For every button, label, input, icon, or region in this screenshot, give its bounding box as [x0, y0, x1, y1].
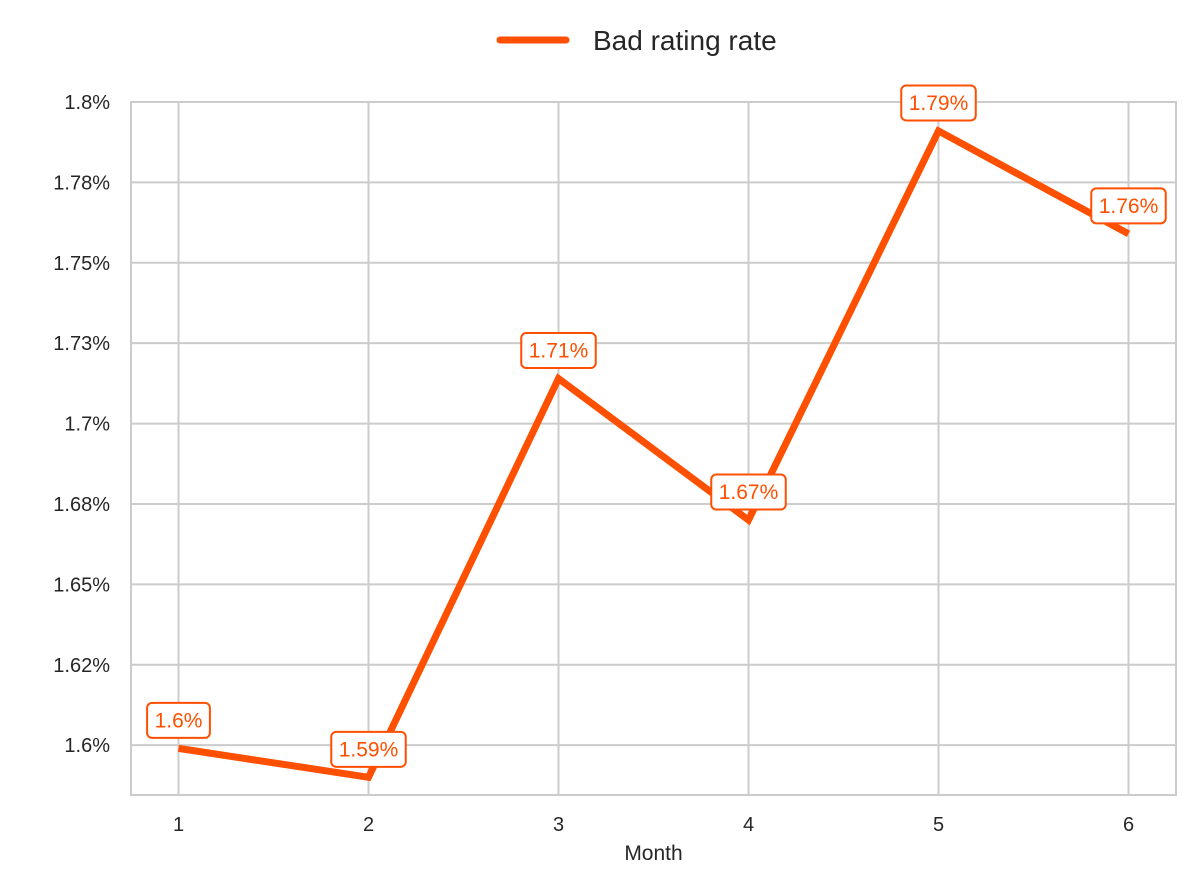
data-label-text: 1.79% [909, 92, 969, 115]
data-label: 1.67% [710, 473, 787, 511]
data-label: 1.6% [146, 701, 211, 739]
y-tick-label: 1.62% [53, 655, 110, 677]
x-tick-label: 1 [173, 814, 184, 836]
x-tick-label: 4 [743, 814, 754, 836]
data-label-box [1090, 187, 1167, 225]
grid-lines [131, 101, 1176, 795]
y-tick-label: 1.68% [53, 494, 110, 516]
data-label-text: 1.71% [529, 340, 589, 363]
y-tick-label: 1.6% [64, 735, 110, 757]
data-label: 1.79% [900, 84, 977, 122]
data-label: 1.59% [330, 730, 407, 768]
y-tick-label: 1.8% [64, 92, 110, 114]
data-label-text: 1.76% [1099, 195, 1159, 218]
x-tick-label: 3 [553, 814, 564, 836]
series-line [177, 126, 1131, 782]
data-labels: 1.6% 1.59% 1.71% 1.67% 1.79% 1.76% [146, 84, 1167, 768]
y-tick-label: 1.65% [53, 574, 110, 596]
x-tick-label: 2 [363, 814, 374, 836]
data-label-text: 1.67% [719, 481, 779, 504]
x-tick-label: 5 [933, 814, 944, 836]
data-label-box [900, 84, 977, 122]
y-tick-label: 1.73% [53, 333, 110, 355]
x-tick-label: 6 [1123, 814, 1134, 836]
data-label: 1.76% [1090, 187, 1167, 225]
data-label-text: 1.6% [155, 709, 203, 732]
plot-frame [130, 101, 1177, 796]
data-label-box [146, 701, 211, 739]
y-tick-label: 1.75% [53, 253, 110, 275]
y-axis: 1.6% 1.62% 1.65% 1.68% 1.7% 1.73% 1.75% 1.78% 1.… [53, 92, 110, 757]
x-axis: 1 2 3 4 5 6 [173, 814, 1134, 836]
y-tick-label: 1.7% [64, 414, 110, 436]
series-layer [177, 126, 1131, 782]
x-axis-title: Month [624, 842, 682, 865]
y-tick-label: 1.78% [53, 172, 110, 194]
data-label-box [330, 730, 407, 768]
legend-label: Bad rating rate [593, 25, 777, 56]
data-label-box [520, 332, 597, 370]
data-label: 1.71% [520, 332, 597, 370]
legend: Bad rating rate [496, 25, 777, 56]
data-label-box [710, 473, 787, 511]
data-label-text: 1.59% [339, 738, 399, 761]
